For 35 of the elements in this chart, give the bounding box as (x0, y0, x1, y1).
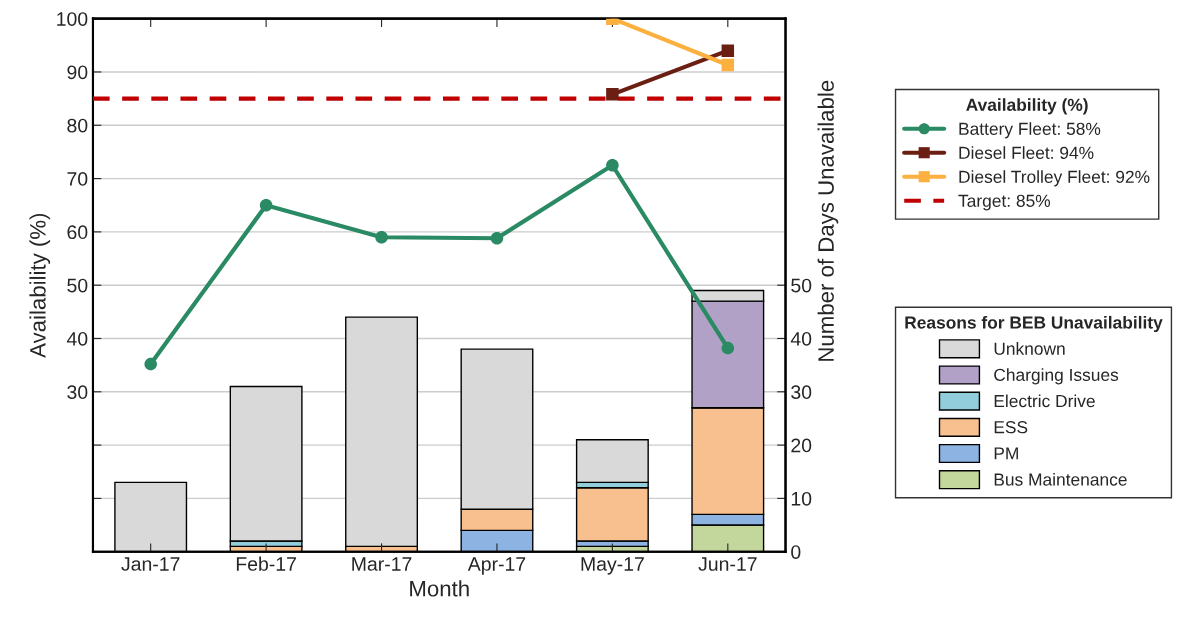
legend-label: Diesel Trolley Fleet: 92% (959, 170, 1150, 187)
text: Reasons for BEB Unavailability (905, 315, 1163, 333)
y-tick-label: 70 (67, 172, 88, 186)
x-axis-title: Month (410, 580, 469, 597)
y-tick-label: 60 (67, 225, 88, 240)
legend-label: ESS (994, 421, 1028, 434)
y2-tick-label: 0 (791, 545, 801, 559)
legend-label: Bus Maintenance (994, 472, 1127, 486)
legend-label: Charging Issues (994, 368, 1119, 385)
legend-label: Electric Drive (994, 394, 1095, 408)
y2-tick-label: 20 (791, 438, 812, 453)
y2-tick-label: 10 (791, 491, 812, 506)
legend-label: Unknown (994, 342, 1065, 355)
legend-label: Battery Fleet: 58% (959, 122, 1101, 139)
x-tick-label: Jun-17 (698, 557, 757, 571)
x-tick-label: May-17 (581, 557, 644, 575)
y-axis-title: Availability (%) (29, 213, 51, 358)
y-tick-label: 80 (67, 118, 88, 133)
y-tick-label: 40 (66, 331, 88, 346)
x-tick-label: Apr-17 (467, 557, 526, 575)
y-tick-label: 90 (67, 65, 88, 80)
legend-label: Diesel Fleet: 94% (959, 146, 1094, 159)
y2-axis-title: Number of Days Unavailable (817, 80, 839, 361)
y-tick-label: 100 (57, 12, 88, 26)
y-tick-label: 50 (67, 278, 88, 293)
legend-label: Target: 85% (958, 194, 1051, 211)
x-tick-label: Jan-17 (121, 557, 180, 571)
y2-tick-label: 30 (791, 385, 812, 400)
x-tick-label: Mar-17 (352, 557, 412, 571)
y2-tick-label: 40 (790, 331, 812, 346)
text: Availability (%) (966, 98, 1088, 115)
y2-tick-label: 50 (791, 278, 812, 293)
legend-label: PM (994, 447, 1018, 460)
y-tick-label: 30 (67, 385, 88, 400)
x-tick-label: Feb-17 (236, 556, 296, 571)
